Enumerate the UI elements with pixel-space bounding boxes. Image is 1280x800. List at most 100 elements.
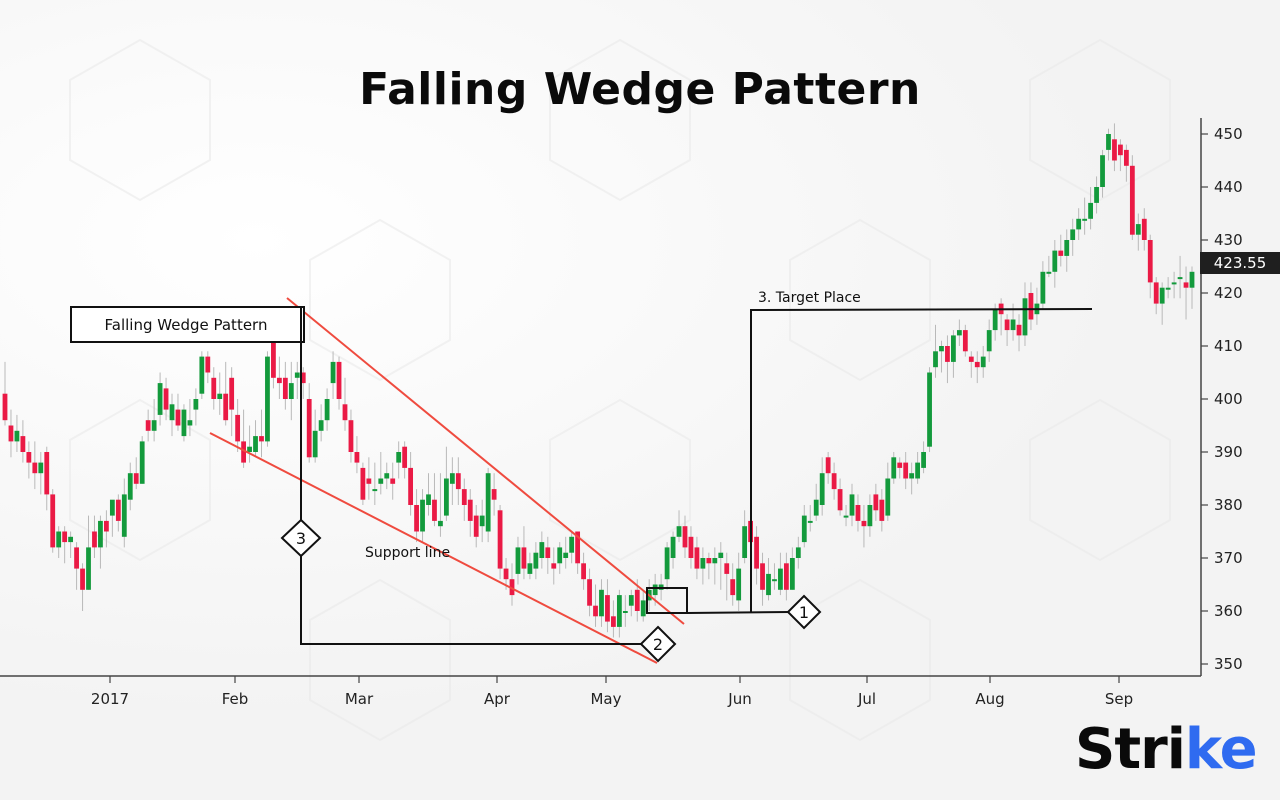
candle [1046, 271, 1052, 274]
candle [223, 393, 229, 421]
candle [891, 457, 897, 479]
candle [1141, 218, 1147, 240]
candle [438, 520, 443, 527]
support-line-label: Support line [365, 545, 450, 561]
candle [569, 536, 575, 553]
candle [599, 589, 604, 617]
candle [742, 526, 748, 558]
last-price-tag: 423.55 [1200, 252, 1280, 274]
candle [115, 499, 121, 521]
x-tick-label: Sep [1105, 690, 1133, 708]
y-tick-label: 360 [1214, 602, 1243, 620]
candle [956, 330, 962, 336]
candle [760, 563, 765, 590]
candle [945, 346, 950, 362]
candle [867, 505, 873, 527]
candle [885, 478, 891, 516]
candle [14, 430, 20, 442]
candle [616, 595, 622, 627]
candle [611, 616, 616, 627]
candle [545, 547, 551, 558]
candle [676, 526, 682, 537]
candle [1135, 224, 1141, 235]
candle [479, 515, 485, 527]
candle [831, 473, 837, 490]
candle [32, 462, 38, 474]
candle [288, 383, 294, 399]
y-tick-label: 440 [1214, 178, 1243, 196]
strike-logo: Strike [1075, 722, 1258, 778]
candle [563, 552, 569, 558]
candle [8, 425, 14, 442]
candle [1159, 287, 1165, 304]
candle [211, 377, 217, 399]
candle [754, 536, 759, 569]
candle [521, 547, 527, 569]
candle [485, 473, 491, 532]
y-tick-label: 410 [1214, 337, 1243, 355]
candle [1112, 139, 1117, 161]
x-tick-label: Jul [857, 690, 876, 708]
candle [86, 547, 91, 590]
candle [951, 335, 956, 362]
candle [575, 531, 581, 564]
candle [1028, 293, 1034, 320]
target-label: 3. Target Place [758, 290, 861, 306]
candle [68, 536, 74, 543]
candle [2, 393, 8, 421]
candle [706, 558, 712, 564]
y-tick-label: 400 [1214, 390, 1243, 408]
candle [1123, 149, 1129, 166]
svg-text:2: 2 [653, 635, 663, 654]
candle [557, 547, 563, 564]
y-tick-label: 370 [1214, 549, 1243, 567]
candle [1147, 240, 1153, 283]
candle [879, 499, 885, 521]
candle [420, 499, 425, 532]
candle [819, 473, 825, 505]
y-axis-ticks: 350 360 370 380 390 400 410 420 430 440 450 [1201, 125, 1243, 673]
candle [664, 547, 670, 580]
candle [145, 420, 151, 431]
candle [1165, 287, 1171, 290]
candle [74, 547, 79, 569]
candle [414, 505, 419, 532]
candle [265, 356, 270, 442]
candles [2, 123, 1195, 638]
x-tick-label: Jun [727, 690, 751, 708]
candle [432, 499, 437, 521]
y-tick-label: 380 [1214, 496, 1243, 514]
candle [921, 452, 926, 468]
svg-text:1: 1 [799, 603, 809, 622]
support-trendline [209, 432, 658, 664]
candle [324, 399, 330, 421]
candle [968, 356, 974, 362]
x-tick-label: Apr [484, 690, 511, 708]
candle [813, 499, 819, 516]
candle [92, 531, 97, 548]
y-tick-label: 450 [1214, 125, 1243, 143]
candle [259, 436, 264, 442]
candle [1082, 218, 1088, 221]
candle [509, 579, 515, 596]
candle [1052, 250, 1058, 272]
candle [581, 563, 586, 580]
candle [1076, 218, 1082, 230]
candle [843, 515, 849, 518]
candle [783, 563, 789, 590]
candle [378, 478, 384, 484]
candle [348, 420, 354, 452]
candle [1153, 282, 1159, 304]
candle [461, 489, 467, 505]
candle [1010, 319, 1016, 331]
candle [241, 441, 246, 463]
logo-text: Stri [1075, 717, 1186, 782]
candle [533, 552, 539, 569]
candle [1129, 165, 1135, 235]
candle [271, 324, 276, 378]
candle [372, 489, 378, 492]
candle [181, 409, 187, 437]
candle [682, 526, 688, 548]
